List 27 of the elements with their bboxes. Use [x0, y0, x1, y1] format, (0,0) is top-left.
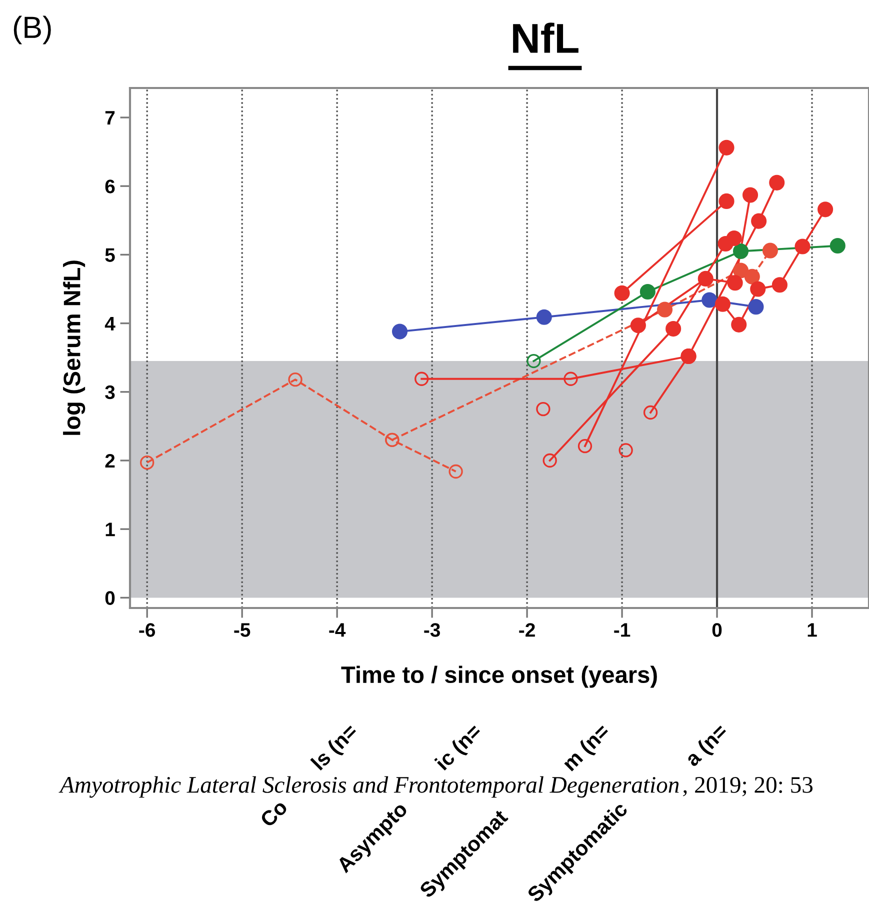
x-tick-label: 1	[808, 623, 817, 637]
y-tick-label: 7	[105, 111, 115, 125]
x-tick-label: -2	[519, 623, 535, 637]
y-tick-label: 4	[104, 316, 116, 330]
text: Amyotrophic Lateral Sclerosis and Frontotemporal Degeneration	[58, 776, 679, 798]
x-tick-label: -5	[234, 623, 250, 637]
x-tick-label: -3	[424, 623, 440, 637]
text: , 2019; 20: 53	[683, 776, 813, 796]
y-tick-label: 3	[105, 385, 115, 400]
chart-title: NfL	[513, 22, 578, 53]
x-tick-label: 0	[712, 623, 722, 637]
y-tick-label: 6	[105, 180, 115, 194]
text: Co	[259, 798, 288, 828]
x-axis-title: Time to / since onset (years)	[341, 666, 657, 688]
y-tick-label: 0	[105, 591, 115, 605]
y-tick-label: 2	[105, 454, 115, 468]
y-tick-label: 5	[105, 248, 115, 262]
text: a (n=	[684, 722, 732, 770]
text: m (n=	[561, 722, 614, 774]
text: (B)	[14, 16, 51, 44]
x-tick-label: -1	[614, 623, 630, 637]
text: ic (n=	[434, 722, 486, 774]
y-axis-title: log (Serum NfL)	[63, 260, 86, 435]
x-tick-label: -4	[329, 623, 346, 637]
text: ls (n=	[310, 722, 362, 774]
x-tick-label: -6	[139, 623, 156, 637]
y-tick-label: 1	[106, 522, 115, 536]
